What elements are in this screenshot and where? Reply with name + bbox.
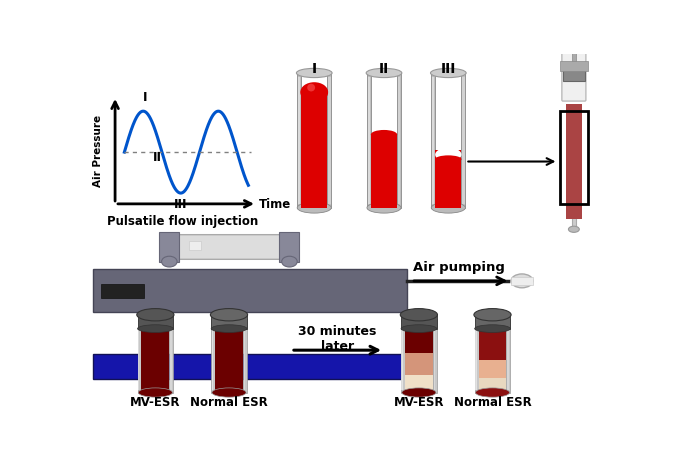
Ellipse shape — [137, 309, 174, 321]
Ellipse shape — [474, 309, 511, 321]
Text: Normal ESR: Normal ESR — [453, 395, 532, 409]
FancyBboxPatch shape — [159, 233, 179, 262]
FancyBboxPatch shape — [432, 78, 434, 204]
FancyBboxPatch shape — [401, 315, 437, 329]
Ellipse shape — [511, 274, 533, 288]
FancyBboxPatch shape — [93, 270, 408, 312]
FancyBboxPatch shape — [301, 93, 327, 208]
FancyBboxPatch shape — [432, 74, 435, 208]
Ellipse shape — [211, 325, 247, 333]
FancyBboxPatch shape — [215, 320, 243, 393]
FancyBboxPatch shape — [435, 151, 462, 208]
Text: II: II — [379, 61, 389, 76]
FancyBboxPatch shape — [511, 278, 533, 285]
FancyBboxPatch shape — [571, 35, 576, 70]
FancyBboxPatch shape — [328, 78, 331, 204]
FancyBboxPatch shape — [462, 78, 464, 204]
Ellipse shape — [138, 388, 173, 397]
FancyBboxPatch shape — [101, 284, 144, 298]
FancyBboxPatch shape — [475, 322, 477, 390]
Text: III: III — [440, 61, 456, 76]
Text: II: II — [153, 151, 162, 163]
FancyBboxPatch shape — [371, 135, 397, 208]
FancyBboxPatch shape — [138, 315, 173, 329]
Text: III: III — [174, 197, 188, 211]
FancyBboxPatch shape — [188, 241, 201, 251]
FancyBboxPatch shape — [566, 105, 582, 220]
Ellipse shape — [435, 148, 462, 162]
FancyBboxPatch shape — [138, 320, 141, 393]
Ellipse shape — [300, 83, 328, 103]
FancyBboxPatch shape — [141, 320, 169, 393]
FancyBboxPatch shape — [138, 322, 140, 390]
FancyBboxPatch shape — [177, 235, 288, 260]
FancyBboxPatch shape — [405, 375, 433, 393]
Text: Pulsatile flow injection: Pulsatile flow injection — [108, 215, 258, 228]
FancyBboxPatch shape — [327, 74, 332, 208]
Ellipse shape — [401, 325, 437, 333]
Ellipse shape — [297, 69, 332, 78]
Ellipse shape — [430, 69, 466, 78]
FancyBboxPatch shape — [170, 322, 172, 390]
Ellipse shape — [297, 203, 332, 214]
Ellipse shape — [569, 227, 580, 233]
FancyBboxPatch shape — [506, 320, 510, 393]
FancyBboxPatch shape — [169, 320, 173, 393]
Ellipse shape — [432, 203, 465, 214]
Text: Time: Time — [258, 197, 290, 210]
Ellipse shape — [371, 131, 397, 140]
Ellipse shape — [366, 69, 402, 78]
FancyBboxPatch shape — [211, 315, 247, 329]
FancyBboxPatch shape — [562, 0, 586, 102]
Text: Normal ESR: Normal ESR — [190, 395, 268, 409]
FancyBboxPatch shape — [507, 322, 509, 390]
FancyBboxPatch shape — [405, 354, 433, 375]
FancyBboxPatch shape — [297, 74, 301, 208]
FancyBboxPatch shape — [243, 320, 247, 393]
FancyBboxPatch shape — [279, 233, 299, 262]
FancyBboxPatch shape — [475, 315, 510, 329]
FancyBboxPatch shape — [479, 378, 506, 393]
FancyBboxPatch shape — [398, 78, 400, 204]
FancyBboxPatch shape — [434, 322, 435, 390]
FancyBboxPatch shape — [93, 354, 408, 379]
Text: I: I — [312, 61, 316, 76]
Ellipse shape — [282, 257, 297, 268]
FancyBboxPatch shape — [475, 320, 479, 393]
Ellipse shape — [212, 388, 246, 397]
Ellipse shape — [138, 325, 173, 333]
FancyBboxPatch shape — [571, 213, 576, 230]
Ellipse shape — [162, 257, 177, 268]
FancyBboxPatch shape — [298, 78, 300, 204]
FancyBboxPatch shape — [479, 360, 506, 378]
FancyBboxPatch shape — [563, 68, 585, 81]
FancyBboxPatch shape — [397, 74, 401, 208]
Text: 30 minutes
later: 30 minutes later — [298, 324, 377, 352]
Ellipse shape — [307, 85, 315, 92]
FancyBboxPatch shape — [401, 320, 405, 393]
FancyBboxPatch shape — [212, 322, 213, 390]
Ellipse shape — [475, 325, 510, 333]
FancyBboxPatch shape — [405, 321, 433, 354]
Text: I: I — [142, 91, 147, 104]
Text: MV-ESR: MV-ESR — [130, 395, 181, 409]
FancyBboxPatch shape — [462, 74, 465, 208]
Text: Air pumping: Air pumping — [413, 260, 505, 273]
Ellipse shape — [400, 309, 438, 321]
Ellipse shape — [475, 388, 510, 397]
Text: MV-ESR: MV-ESR — [394, 395, 444, 409]
FancyBboxPatch shape — [244, 322, 245, 390]
Ellipse shape — [435, 156, 462, 164]
FancyBboxPatch shape — [211, 320, 215, 393]
FancyBboxPatch shape — [560, 62, 588, 71]
FancyBboxPatch shape — [368, 78, 370, 204]
Ellipse shape — [210, 309, 247, 321]
FancyBboxPatch shape — [433, 320, 437, 393]
FancyBboxPatch shape — [401, 322, 403, 390]
Ellipse shape — [402, 388, 436, 397]
Text: Air Pressure: Air Pressure — [93, 115, 103, 187]
Ellipse shape — [367, 203, 401, 214]
FancyBboxPatch shape — [367, 74, 371, 208]
FancyBboxPatch shape — [479, 320, 506, 360]
